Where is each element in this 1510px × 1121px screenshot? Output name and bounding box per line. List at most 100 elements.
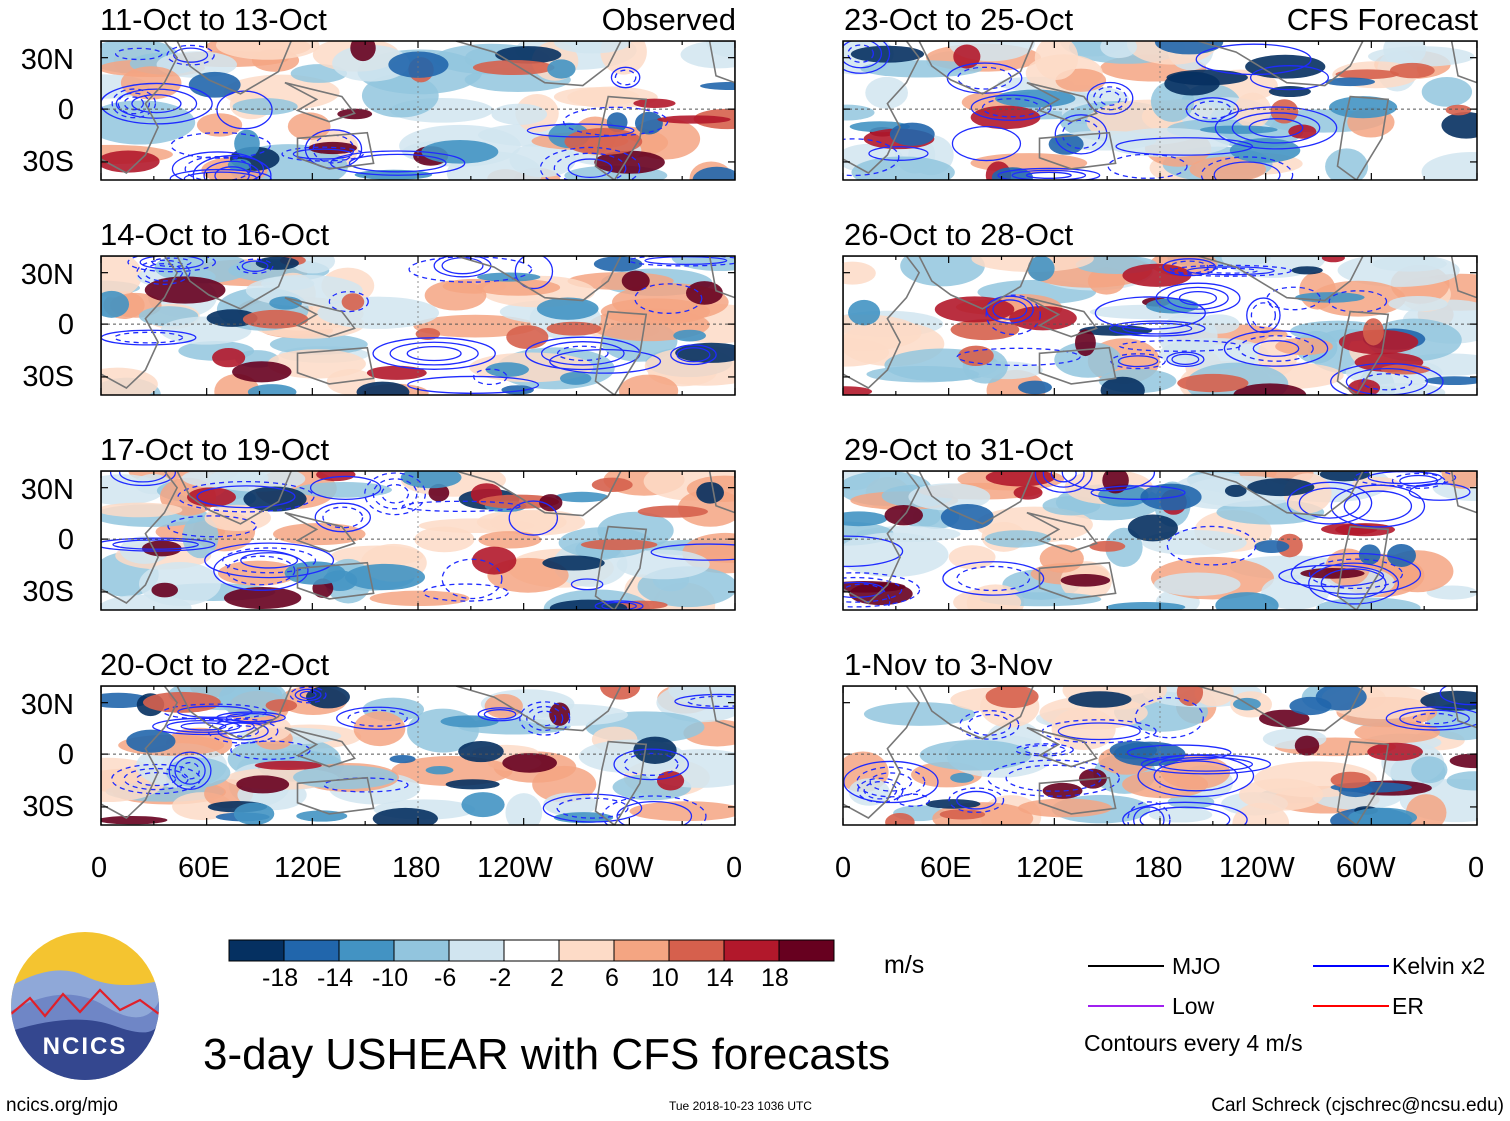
lon-label: 0 xyxy=(726,852,743,884)
map-panel xyxy=(842,470,1478,611)
footer-author: Carl Schreck (cjschrec@ncsu.edu) xyxy=(1211,1095,1504,1116)
lon-label: 180 xyxy=(1134,852,1183,884)
shear-field xyxy=(101,686,735,825)
shear-field xyxy=(843,41,1477,180)
panel-title: 23-Oct to 25-Oct xyxy=(844,2,1074,37)
logo-text: NCICS xyxy=(43,1033,128,1060)
panel-title: 17-Oct to 19-Oct xyxy=(100,432,330,467)
panel-title: 14-Oct to 16-Oct xyxy=(100,217,330,252)
lat-label-30s: 30S xyxy=(22,791,74,823)
footer-timestamp: Tue 2018-10-23 1036 UTC xyxy=(669,1099,812,1113)
coastlines xyxy=(101,256,735,395)
lon-label: 60W xyxy=(594,852,654,884)
lat-label-eq: 0 xyxy=(57,739,74,771)
colorbar-swatch xyxy=(228,939,285,962)
shear-field xyxy=(843,686,1477,825)
panel-title: 29-Oct to 31-Oct xyxy=(844,432,1074,467)
forecast-label: CFS Forecast xyxy=(1286,2,1478,37)
colorbar-swatch xyxy=(668,939,725,962)
colorbar-units: m/s xyxy=(884,951,925,979)
map-panel xyxy=(100,255,736,396)
lon-label: 0 xyxy=(1468,852,1485,884)
lon-label: 120W xyxy=(477,852,553,884)
lat-label-eq: 0 xyxy=(57,309,74,341)
axis-ticks xyxy=(100,471,736,610)
colorbar-label: -14 xyxy=(317,964,354,992)
lon-label: 120W xyxy=(1219,852,1295,884)
panel-title: 1-Nov to 3-Nov xyxy=(844,647,1053,682)
shear-field xyxy=(101,41,735,180)
lon-label: 120E xyxy=(1016,852,1084,884)
map-panel xyxy=(842,255,1478,396)
lat-label-eq: 0 xyxy=(57,94,74,126)
colorbar-label: 2 xyxy=(550,964,564,992)
lat-label-30s: 30S xyxy=(22,576,74,608)
colorbar-swatch xyxy=(778,939,835,962)
legend-kelvin-label: Kelvin x2 xyxy=(1392,953,1486,979)
lon-label: 60E xyxy=(920,852,972,884)
coastlines xyxy=(843,471,1477,610)
colorbar-swatch xyxy=(723,939,780,962)
lat-label-30s: 30S xyxy=(22,361,74,393)
colorbar-label: -10 xyxy=(372,964,409,992)
lon-label: 60W xyxy=(1336,852,1396,884)
colorbar-swatch xyxy=(338,939,395,962)
coastlines xyxy=(843,686,1477,825)
map-panel xyxy=(842,40,1478,181)
colorbar-label: -18 xyxy=(262,964,299,992)
lat-label-30n: 30N xyxy=(20,689,74,721)
lat-label-eq: 0 xyxy=(57,524,74,556)
legend-mjo-label: MJO xyxy=(1172,953,1221,979)
colorbar-swatch xyxy=(393,939,450,962)
legend-low-label: Low xyxy=(1172,993,1215,1019)
coastlines xyxy=(101,686,735,825)
panel-title: 20-Oct to 22-Oct xyxy=(100,647,330,682)
colorbar-swatch xyxy=(613,939,670,962)
colorbar-swatch xyxy=(448,939,505,962)
figure-title: 3-day USHEAR with CFS forecasts xyxy=(203,1030,891,1079)
kelvin-contours xyxy=(843,471,1471,610)
legend-contour-note: Contours every 4 m/s xyxy=(1084,1030,1303,1056)
colorbar-label: 6 xyxy=(605,964,619,992)
coastlines xyxy=(843,41,1477,180)
axis-ticks xyxy=(842,41,1478,180)
colorbar-label: -2 xyxy=(489,964,512,992)
kelvin-contours xyxy=(843,686,1477,825)
coastlines xyxy=(101,471,735,610)
lon-label: 180 xyxy=(392,852,441,884)
lat-label-30n: 30N xyxy=(20,44,74,76)
lat-label-30s: 30S xyxy=(22,146,74,178)
colorbar-swatch xyxy=(558,939,615,962)
axis-ticks xyxy=(100,256,736,395)
map-panel xyxy=(100,470,736,611)
axis-ticks xyxy=(842,471,1478,610)
colorbar-label: 14 xyxy=(706,964,734,992)
colorbar-swatch xyxy=(503,939,560,962)
lon-label: 120E xyxy=(274,852,342,884)
shear-field xyxy=(843,471,1477,610)
lon-label: 60E xyxy=(178,852,230,884)
coastlines xyxy=(101,41,735,180)
colorbar-label: 10 xyxy=(651,964,679,992)
ncics-logo: NCICS xyxy=(11,932,159,1080)
observed-label: Observed xyxy=(601,2,736,37)
lat-label-30n: 30N xyxy=(20,474,74,506)
panel-title: 26-Oct to 28-Oct xyxy=(844,217,1074,252)
kelvin-contours xyxy=(843,41,1338,180)
axis-ticks xyxy=(842,686,1478,825)
axis-ticks xyxy=(100,41,736,180)
lon-label: 0 xyxy=(91,852,108,884)
kelvin-contours xyxy=(101,44,669,180)
map-panel xyxy=(100,685,736,826)
colorbar-label: -6 xyxy=(434,964,457,992)
kelvin-contours xyxy=(956,258,1444,395)
colorbar-label: 18 xyxy=(761,964,789,992)
lat-label-30n: 30N xyxy=(20,259,74,291)
map-panels xyxy=(100,40,1478,826)
colorbar-swatch xyxy=(283,939,340,962)
logo-graphic xyxy=(11,932,159,1080)
colorbar xyxy=(228,939,835,962)
coastlines xyxy=(843,256,1477,395)
map-panel xyxy=(100,40,736,181)
